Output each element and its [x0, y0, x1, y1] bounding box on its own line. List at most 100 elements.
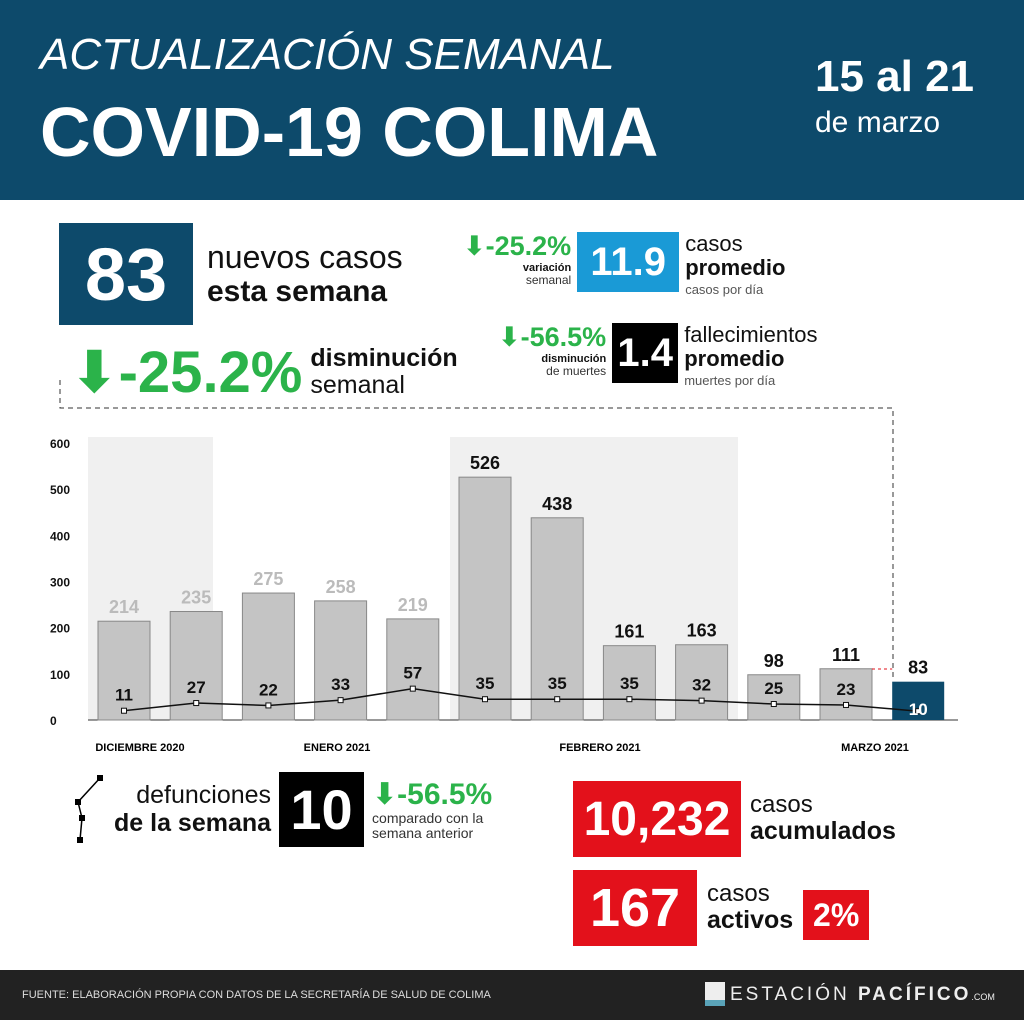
avg-cases-var-label-1: variación	[522, 261, 572, 274]
down-arrow-icon: ⬇	[463, 231, 486, 261]
bar	[747, 674, 801, 721]
down-arrow-icon: ⬇	[498, 322, 521, 352]
avg-cases-block: ⬇-25.2% variación semanal 11.9 casos pro…	[463, 231, 786, 298]
deaths-value-label: 10	[909, 700, 928, 719]
bar	[530, 517, 584, 721]
weekly-change-label-1: disminución	[310, 343, 458, 372]
bar-value-label: 111	[832, 645, 860, 665]
avg-cases-variation-value: -25.2%	[485, 231, 572, 261]
deaths-point	[698, 697, 705, 704]
source-text: FUENTE: ELABORACIÓN PROPIA CON DATOS DE …	[22, 989, 491, 1001]
brand-part-2: PACÍFICO	[858, 984, 972, 1005]
avg-cases-label-1: casos	[685, 231, 743, 256]
deaths-point	[626, 696, 633, 703]
cumulative-block: 10,232 casos acumulados	[573, 781, 896, 857]
brand-part-3: .COM	[971, 992, 995, 1002]
bar-value-label: 163	[687, 621, 717, 641]
active-block: 167 casos activos 2%	[573, 870, 870, 946]
bar-value-label: 438	[542, 494, 572, 514]
deaths-value-label: 22	[259, 680, 278, 699]
weekly-deaths-variation: ⬇-56.5%	[372, 778, 492, 811]
bar-value-label: 526	[470, 453, 500, 473]
deaths-point	[409, 685, 416, 692]
weekly-deaths-variation-value: -56.5%	[397, 777, 493, 811]
bar-value-label: 83	[908, 658, 928, 678]
cumulative-label-1: casos	[750, 791, 813, 819]
active-label-1: casos	[707, 880, 770, 908]
header: ACTUALIZACIÓN SEMANAL COVID-19 COLIMA 15…	[0, 0, 1024, 200]
avg-deaths-label-3: muertes por día	[684, 373, 776, 389]
bar	[97, 620, 151, 721]
bar-value-label: 275	[253, 569, 283, 589]
cases-chart: 0 100 200 300 400 500 600 214 235 275 258 219 526 438…	[50, 380, 958, 754]
y-tick-label: 0	[50, 714, 57, 728]
avg-cases-value: 11.9	[577, 232, 680, 292]
month-label: ENERO 2021	[304, 742, 371, 754]
bar	[386, 618, 440, 721]
avg-deaths-variation: ⬇-56.5%	[498, 322, 606, 353]
bar	[819, 668, 873, 721]
weekly-change-label-2: semanal	[310, 371, 405, 399]
date-range: 15 al 21	[815, 52, 975, 101]
avg-cases-label-3: casos por día	[685, 282, 764, 298]
y-tick-label: 300	[50, 576, 70, 590]
avg-deaths-block: ⬇-56.5% disminución de muertes 1.4 falle…	[498, 322, 817, 389]
deaths-value-label: 32	[692, 676, 711, 695]
month-label: MARZO 2021	[841, 742, 909, 754]
brand-part-1: ESTACIÓN	[730, 984, 850, 1005]
weekly-deaths-note-1: comparado con la	[372, 809, 484, 826]
deaths-value-label: 23	[837, 680, 856, 699]
avg-cases-variation: ⬇-25.2%	[463, 231, 572, 262]
weekly-change-block: ⬇ -25.2% disminución semanal	[70, 338, 458, 406]
deaths-point	[770, 701, 777, 707]
weekly-deaths-label-2: de la semana	[114, 808, 272, 837]
bar	[602, 645, 656, 721]
deaths-point	[265, 702, 272, 709]
avg-deaths-var-label-1: disminución	[541, 352, 607, 365]
deaths-value-label: 35	[620, 674, 639, 693]
avg-deaths-value: 1.4	[612, 323, 679, 383]
active-value: 167	[573, 870, 697, 946]
bar-value-label: 258	[326, 577, 356, 597]
bar	[458, 476, 512, 721]
deaths-value-label: 25	[764, 679, 783, 698]
brand-logo-icon	[705, 982, 725, 1006]
line-legend-icon	[75, 774, 103, 843]
deaths-point	[193, 700, 200, 707]
weekly-deaths-note-2: semana anterior	[372, 825, 474, 841]
deaths-value-label: 27	[187, 678, 206, 697]
active-percent: 2%	[803, 890, 870, 940]
deaths-point	[482, 696, 488, 703]
deaths-point	[337, 697, 344, 704]
weekly-deaths-value: 10	[279, 772, 365, 847]
bar-value-label: 161	[614, 622, 644, 642]
avg-cases-label-2: promedio	[685, 255, 786, 281]
bar	[241, 592, 295, 721]
bar-value-label: 98	[764, 651, 784, 671]
y-tick-label: 400	[50, 529, 70, 543]
y-tick-label: 100	[50, 668, 70, 682]
cumulative-label-2: acumulados	[750, 817, 896, 846]
deaths-value-label: 33	[331, 675, 350, 694]
deaths-value-label: 35	[476, 674, 495, 693]
cumulative-value: 10,232	[573, 781, 741, 857]
deaths-point	[121, 707, 127, 714]
header-subtitle: ACTUALIZACIÓN SEMANAL	[40, 30, 615, 79]
month-label: DICIEMBRE 2020	[95, 742, 184, 754]
month-label: FEBRERO 2021	[559, 742, 640, 754]
new-cases-label-2: esta semana	[207, 275, 388, 309]
y-tick-label: 200	[50, 622, 70, 636]
new-cases-block: 83 nuevos casos esta semana	[59, 223, 403, 325]
y-tick-label: 600	[50, 437, 70, 451]
active-label-2: activos	[707, 906, 794, 935]
deaths-point	[915, 708, 922, 715]
down-arrow-icon: ⬇	[70, 340, 119, 405]
brand-name: ESTACIÓN PACÍFICO.COM	[730, 984, 995, 1006]
bar-value-label: 219	[398, 595, 428, 615]
down-arrow-icon: ⬇	[372, 777, 398, 811]
dashed-connector	[59, 380, 894, 680]
bar-value-label: 214	[109, 597, 139, 617]
header-title: COVID-19 COLIMA	[40, 93, 659, 171]
weekly-change-value: -25.2%	[118, 339, 303, 405]
deaths-line	[123, 687, 919, 712]
